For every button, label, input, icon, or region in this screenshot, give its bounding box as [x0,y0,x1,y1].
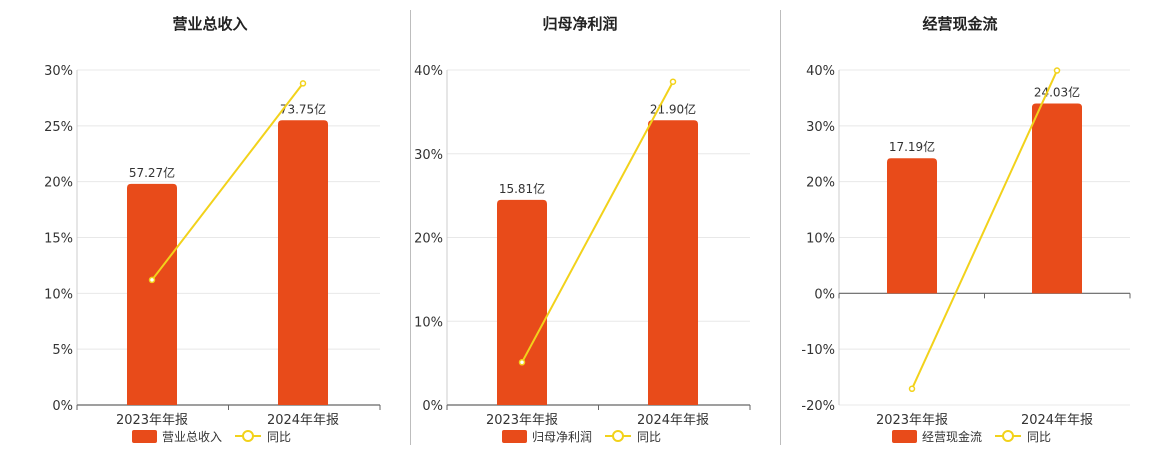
legend-line-marker [612,430,624,442]
y-tick-label: 10% [44,287,73,302]
y-tick-label: 5% [52,343,73,358]
y-tick-label: 30% [414,148,443,163]
y-tick-label: -20% [801,399,835,414]
legend-bar-swatch [502,430,527,443]
yoy-line [911,70,1058,390]
legend-line-label: 同比 [267,430,291,444]
chart-svg-1: 归母净利润 0% 10% 20% 30% 40% 15.81亿 21.90亿 2023年年报 20… [414,15,751,444]
x-category-label: 2024年年报 [1021,413,1093,428]
legend-bar-swatch [132,430,157,443]
y-tick-label: 30% [806,120,835,135]
bar-value-label: 21.90亿 [650,101,696,116]
chart-svg-0: 营业总收入 0% 5% 10% 15% 20% 25% 30% 57.27亿 73.75亿 2023… [44,15,381,444]
legend-line-label: 同比 [637,430,661,444]
legend-bar-swatch [892,430,917,443]
yoy-point [669,78,677,85]
bar [127,183,177,405]
bar-value-label: 15.81亿 [499,181,545,196]
bar [497,199,547,405]
y-tick-label: 40% [414,64,443,79]
y-tick-label: 20% [806,176,835,191]
yoy-line [521,81,674,363]
y-tick-label: 0% [422,399,443,414]
chart-title: 营业总收入 [172,15,247,33]
bar-value-label: 24.03亿 [1034,85,1080,100]
legend-bar-label: 经营现金流 [922,429,982,444]
legend-line-marker [242,430,254,442]
bar-value-label: 57.27亿 [129,165,175,180]
chart-svg-2: 经营现金流 -20% -10% 0% 10% 20% 30% 40% 17.19亿 24.03亿 2… [801,15,1131,444]
bar [887,158,937,294]
y-tick-label: 20% [44,176,73,191]
bar [278,120,328,405]
y-tick-label: 20% [414,232,443,247]
bar-value-label: 17.19亿 [889,139,935,154]
yoy-line [151,82,304,281]
y-tick-label: 0% [52,399,73,414]
x-category-label: 2024年年报 [637,413,709,428]
chart-operating-cash-flow: 经营现金流 -20% -10% 0% 10% 20% 30% 40% 17.19亿 24.03亿 2… [780,0,1160,450]
legend-bar-label: 营业总收入 [162,430,222,444]
yoy-point [518,359,526,366]
panel-divider [780,10,781,445]
legend-line-label: 同比 [1027,430,1051,444]
chart-title: 归母净利润 [542,15,617,33]
yoy-point [299,80,307,87]
legend-line-marker [1002,430,1014,442]
yoy-point [908,385,916,393]
y-tick-label: 10% [806,232,835,247]
x-category-label: 2023年年报 [116,413,188,428]
y-tick-label: 10% [414,315,443,330]
x-category-label: 2024年年报 [267,413,339,428]
y-tick-label: 25% [44,120,73,135]
yoy-point [148,276,156,284]
x-category-label: 2023年年报 [876,413,948,428]
y-tick-label: 30% [44,64,73,79]
x-category-label: 2023年年报 [486,413,558,428]
chart-net-profit: 归母净利润 0% 10% 20% 30% 40% 15.81亿 21.90亿 2023年年报 20… [400,0,780,450]
panel-divider [410,10,411,445]
chart-revenue: 营业总收入 0% 5% 10% 15% 20% 25% 30% 57.27亿 73.75亿 2023… [0,0,400,450]
y-tick-label: 15% [44,232,73,247]
bar [1032,103,1082,294]
y-tick-label: 0% [814,287,835,302]
bar-value-label: 73.75亿 [280,101,326,116]
bar [648,120,698,405]
y-tick-label: 40% [806,64,835,79]
chart-title: 经营现金流 [922,15,997,33]
y-tick-label: -10% [801,343,835,358]
yoy-point [1053,67,1061,74]
legend-bar-label: 归母净利润 [532,430,592,444]
